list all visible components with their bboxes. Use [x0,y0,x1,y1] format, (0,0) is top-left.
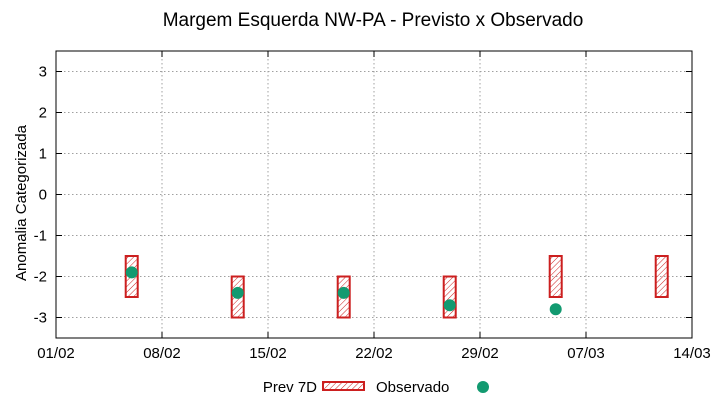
legend: Prev 7D Observado [263,379,489,396]
x-tick-label: 14/03 [673,345,711,362]
y-tick-label: -2 [34,269,47,286]
y-tick-label: 1 [39,146,47,163]
forecast-range-box [548,255,563,298]
forecast-range-box [654,255,669,298]
legend-label-forecast: Prev 7D [263,379,317,396]
x-tick-label: 22/02 [355,345,393,362]
legend-swatch-forecast [322,381,365,391]
x-tick-label: 01/02 [37,345,75,362]
y-tick-label: -3 [34,310,47,327]
x-tick-label: 07/03 [567,345,605,362]
legend-swatch-observed [477,381,489,393]
observed-point [443,299,456,312]
observed-point [125,266,138,279]
y-tick-label: 3 [39,64,47,81]
y-axis-ticks: 3 2 1 0 -1 -2 -3 [34,64,692,327]
y-tick-label: 0 [39,187,47,204]
x-tick-label: 08/02 [143,345,181,362]
observed-point [231,286,244,299]
observed-points [125,266,562,316]
x-axis-ticks: 01/02 08/02 15/02 22/02 29/02 07/03 14/03 [37,51,711,362]
x-tick-label: 15/02 [249,345,287,362]
y-tick-label: -1 [34,228,47,245]
legend-label-observed: Observado [376,379,449,396]
chart-title: Margem Esquerda NW-PA - Previsto x Obser… [163,10,584,31]
forecast-range-box [442,275,457,319]
observed-point [549,303,562,316]
y-tick-label: 2 [39,105,47,122]
grid-lines [56,51,692,338]
x-tick-label: 29/02 [461,345,499,362]
y-axis-label: Anomalia Categorizada [13,124,30,281]
observed-point [337,286,350,299]
